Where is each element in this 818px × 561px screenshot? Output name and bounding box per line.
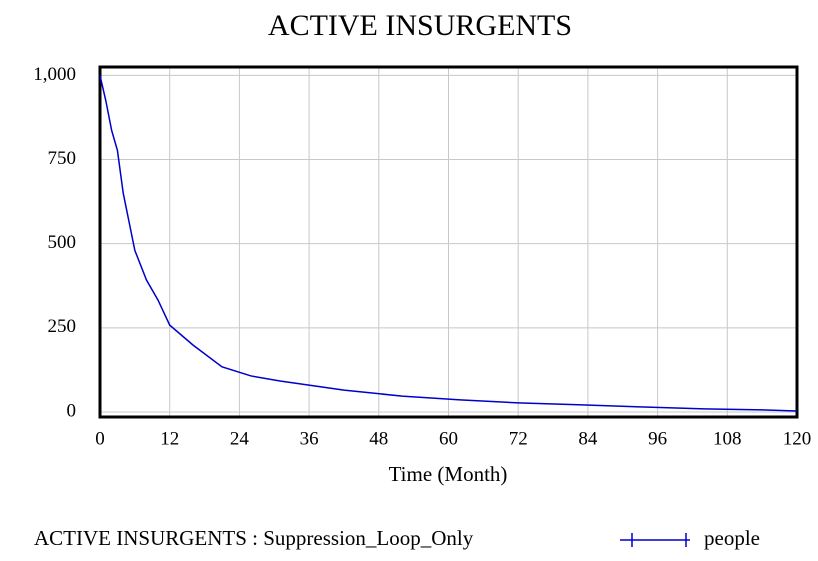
x-tick-label: 120 <box>783 428 812 449</box>
x-tick-label: 96 <box>648 428 667 449</box>
x-tick-label: 60 <box>439 428 458 449</box>
y-tick-label: 250 <box>48 316 77 337</box>
x-tick-label: 48 <box>369 428 388 449</box>
x-tick-label: 72 <box>509 428 528 449</box>
y-tick-label: 500 <box>48 232 77 253</box>
x-tick-label: 24 <box>230 428 250 449</box>
x-tick-label: 108 <box>713 428 742 449</box>
y-tick-label: 1,000 <box>33 64 76 85</box>
y-tick-label: 0 <box>67 400 77 421</box>
chart-title: ACTIVE INSURGENTS <box>268 9 572 42</box>
legend-label: ACTIVE INSURGENTS : Suppression_Loop_Onl… <box>34 526 474 550</box>
x-tick-label: 36 <box>300 428 319 449</box>
x-tick-label: 12 <box>160 428 179 449</box>
x-axis-label: Time (Month) <box>389 462 508 486</box>
x-tick-label: 84 <box>578 428 598 449</box>
x-tick-label: 0 <box>95 428 105 449</box>
data-line <box>99 75 798 412</box>
y-tick-label: 750 <box>48 148 77 169</box>
legend-units: people <box>704 526 760 550</box>
plot-frame <box>98 65 799 419</box>
